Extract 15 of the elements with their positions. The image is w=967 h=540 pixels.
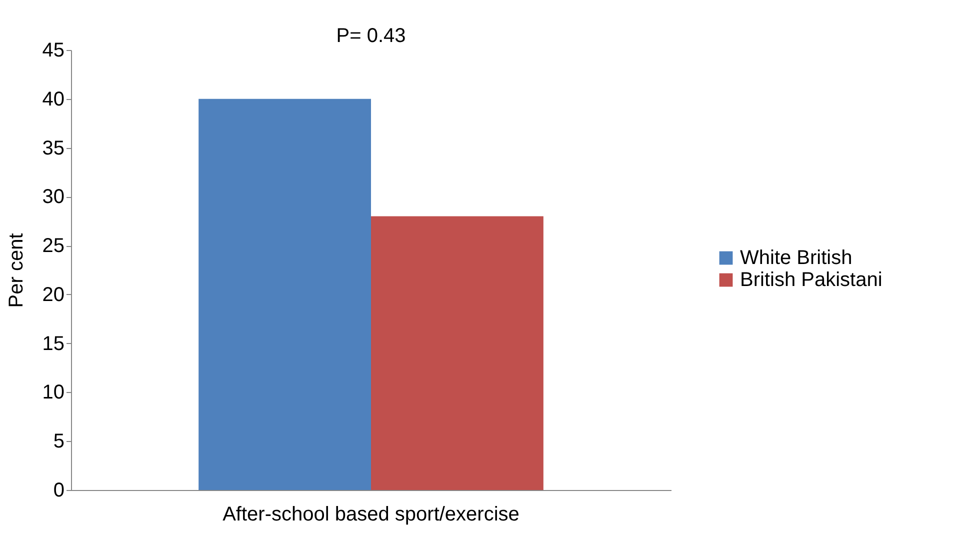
y-tick-label: 15 <box>42 332 64 355</box>
y-tick-label: 25 <box>42 235 64 258</box>
y-axis-title: Per cent <box>5 232 28 308</box>
y-tick-label: 5 <box>53 430 64 453</box>
x-tick-label: After-school based sport/exercise <box>222 504 520 526</box>
text: P= 0.43 <box>336 25 406 47</box>
legend-label: British Pakistani <box>740 269 882 291</box>
y-tick-label: 40 <box>42 88 64 110</box>
legend-label: White British <box>740 247 852 269</box>
y-tick-label: 10 <box>42 382 64 404</box>
y-tick-label: 20 <box>42 284 64 306</box>
y-tick-label: 35 <box>42 137 64 160</box>
y-tick-label: 0 <box>53 480 64 502</box>
y-tick-label: 30 <box>42 186 64 208</box>
y-tick-label: 45 <box>42 40 64 62</box>
